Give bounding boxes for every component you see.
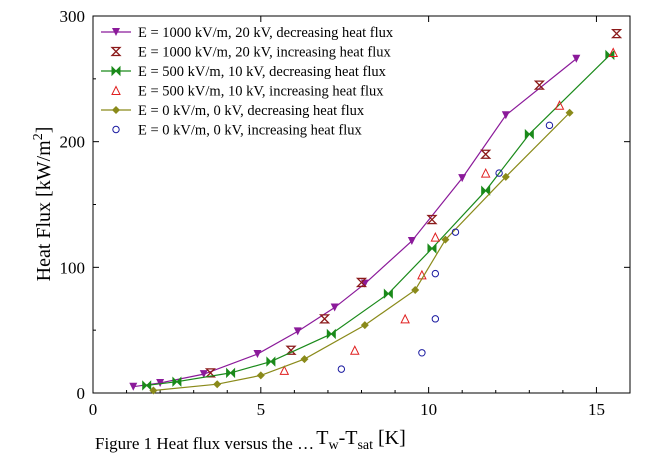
figure-caption: Figure 1 Heat flux versus the …: [95, 434, 315, 453]
legend-label: E = 0 kV/m, 0 kV, decreasing heat flux: [138, 103, 365, 119]
data-point: [112, 28, 120, 36]
series-layer: [129, 28, 623, 395]
data-point: [110, 46, 122, 57]
data-point: [213, 380, 222, 389]
series-line: [153, 112, 571, 392]
series-3: [142, 49, 615, 391]
y-tick-label: 0: [77, 384, 86, 403]
data-point: [326, 328, 336, 340]
data-point: [360, 321, 369, 330]
data-point: [611, 28, 623, 39]
y-tick-label: 100: [60, 258, 86, 277]
y-tick-label: 200: [60, 133, 86, 152]
data-point: [441, 235, 450, 244]
data-point: [279, 365, 290, 375]
legend-item: E = 500 kV/m, 10 kV, decreasing heat flu…: [101, 64, 387, 80]
data-point: [572, 54, 581, 63]
data-point: [199, 370, 208, 379]
legend-item: E = 1000 kV/m, 20 kV, increasing heat fl…: [110, 45, 392, 61]
data-point: [300, 355, 309, 364]
data-point: [418, 349, 426, 357]
data-point: [451, 228, 460, 236]
x-tick-label: 0: [89, 400, 98, 419]
series-1: [129, 54, 581, 391]
data-point: [383, 288, 393, 299]
x-tick-label: 5: [257, 400, 266, 419]
axis-ticks: 0 5 10 15 0 100 200 300: [60, 7, 631, 419]
data-point: [256, 371, 265, 380]
x-axis-title: Tw-Tsat [K]: [316, 427, 406, 453]
data-point: [501, 172, 510, 181]
legend-label: E = 500 kV/m, 10 kV, decreasing heat flu…: [138, 64, 387, 80]
data-point: [495, 169, 503, 177]
legend-label: E = 0 kV/m, 0 kV, increasing heat flux: [138, 123, 363, 139]
data-point: [481, 185, 491, 196]
data-point: [355, 277, 368, 288]
legend-label: E = 500 kV/m, 10 kV, increasing heat flu…: [138, 84, 384, 100]
legend-label: E = 1000 kV/m, 20 kV, increasing heat fl…: [138, 45, 392, 61]
data-point: [400, 313, 410, 324]
data-point: [112, 125, 120, 134]
data-point: [407, 236, 416, 245]
data-point: [129, 382, 138, 391]
y-tick-label: 300: [60, 7, 86, 26]
data-point: [172, 376, 182, 387]
x-axis-title-unit: [K]: [373, 427, 406, 449]
x-axis-title-mid: -T: [339, 427, 358, 449]
legend-item: E = 500 kV/m, 10 kV, increasing heat flu…: [111, 84, 384, 100]
data-point: [480, 167, 491, 178]
data-point: [426, 214, 438, 225]
y-axis-title: Heat Flux [kW/m2]: [31, 127, 55, 282]
x-tick-label: 15: [588, 400, 605, 419]
series-line: [146, 54, 611, 387]
data-point: [349, 345, 360, 355]
legend-label: E = 1000 kV/m, 20 kV, decreasing heat fl…: [138, 25, 394, 41]
data-point: [608, 47, 619, 57]
legend-item: E = 1000 kV/m, 20 kV, decreasing heat fl…: [101, 25, 394, 41]
data-point: [142, 380, 152, 391]
data-point: [430, 232, 441, 242]
data-point: [111, 65, 121, 77]
x-axis-title-sub1: w: [328, 438, 339, 453]
series-6: [337, 121, 554, 373]
data-point: [226, 367, 236, 379]
data-point: [480, 149, 492, 159]
data-point: [554, 100, 565, 110]
series-5: [149, 108, 574, 395]
data-point: [111, 85, 121, 95]
data-point: [524, 128, 534, 140]
data-point: [156, 378, 165, 387]
data-point: [293, 327, 302, 336]
y-axis-title-main: Heat Flux [kW/m: [33, 140, 55, 282]
y-axis-title-sup: 2: [31, 133, 46, 140]
data-point: [427, 243, 437, 254]
data-point: [533, 80, 545, 90]
data-point: [431, 269, 440, 278]
data-point: [266, 356, 276, 367]
data-point: [319, 314, 331, 324]
data-point: [411, 285, 420, 294]
data-point: [253, 350, 262, 359]
legend-item: E = 0 kV/m, 0 kV, increasing heat flux: [112, 123, 363, 139]
legend-item: E = 0 kV/m, 0 kV, decreasing heat flux: [101, 103, 365, 119]
data-point: [501, 111, 510, 120]
data-point: [149, 386, 158, 395]
series-2: [204, 28, 623, 378]
y-axis-title-end: ]: [33, 127, 55, 134]
data-point: [337, 365, 346, 373]
x-tick-label: 10: [420, 400, 437, 419]
x-axis-title-sub2: sat: [357, 438, 373, 453]
data-point: [565, 108, 574, 117]
data-point: [545, 121, 554, 130]
data-point: [431, 315, 440, 323]
data-point: [458, 174, 467, 183]
data-point: [112, 106, 120, 114]
data-point: [330, 303, 339, 312]
legend: E = 1000 kV/m, 20 kV, decreasing heat fl…: [101, 25, 394, 139]
x-axis-title-main: T: [316, 427, 328, 449]
